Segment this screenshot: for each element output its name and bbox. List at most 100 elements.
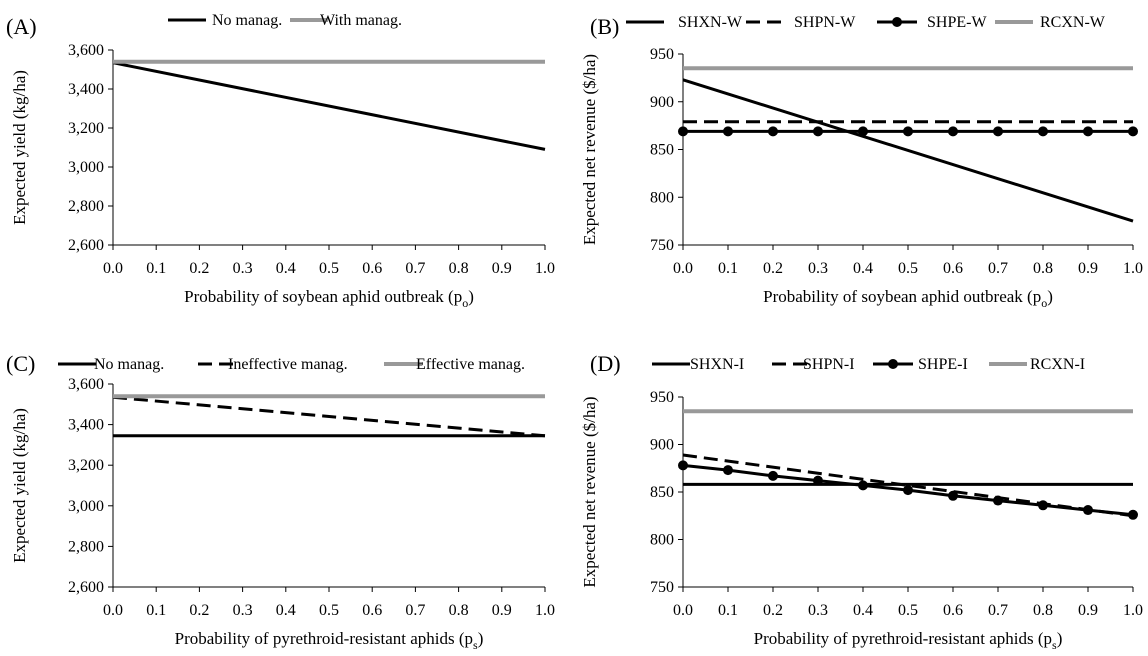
panel-b-series-shxn-w-legend-label: SHXN-W — [678, 14, 743, 31]
panel-d-y-tick-label: 850 — [650, 484, 674, 501]
panel-b-series-shpn-w-legend-label: SHPN-W — [794, 14, 856, 31]
panel-a-y-tick-label: 3,000 — [68, 159, 104, 176]
panel-b-letter: (B) — [590, 14, 619, 39]
panel-d-y-tick-label: 750 — [650, 579, 674, 596]
panel-c-x-tick-label: 0.3 — [233, 602, 253, 619]
panel-b-x-tick-label: 0.4 — [853, 260, 873, 277]
panel-c-x-tick-label: 1.0 — [535, 602, 555, 619]
panel-d-x-tick-label: 0.4 — [853, 602, 873, 619]
panel-c-y-tick-label: 3,400 — [68, 417, 104, 434]
panel-c-y-tick-label: 3,200 — [68, 457, 104, 474]
panel-c-letter: (C) — [6, 351, 35, 376]
panel-b-x-tick-label: 0.6 — [943, 260, 963, 277]
panel-d-series-shpe-i-point — [993, 495, 1003, 506]
panel-c-x-tick-label: 0.1 — [146, 602, 166, 619]
panel-d-x-tick-label: 0.5 — [898, 602, 918, 619]
panel-b: (B) 750 800 850 900 950 0.0 0.1 0.2 0.3 0.4 0.5 0.6 0… — [580, 14, 1143, 310]
panel-d-series-rcxn-i-legend-label: RCXN-I — [1030, 356, 1085, 373]
panel-b-series-shpe-w-point — [903, 126, 913, 137]
panel-a-y-tick-label: 2,600 — [68, 237, 104, 254]
panel-d-series-shpe-i-legend-marker — [888, 359, 898, 369]
panel-a-y-tick-label: 3,400 — [68, 81, 104, 98]
panel-b-series-shpe-w-point — [993, 126, 1003, 137]
panel-b-y-tick-label: 800 — [650, 189, 674, 206]
panel-d-series-shpe-i-point — [1038, 500, 1048, 511]
panel-d-x-tick-label: 0.7 — [988, 602, 1008, 619]
panel-b-x-tick-label: 0.3 — [808, 260, 828, 277]
panel-b-series-shpe-w-point — [948, 126, 958, 137]
panel-d-series-shpe-i-point — [858, 480, 868, 491]
panel-c: (C) 2,600 2,800 3,000 3,200 3,400 3,600 0.0 0.1 0… — [6, 351, 555, 652]
panel-b-series-shpe-w-point — [1128, 126, 1138, 137]
panel-a-x-tick-label: 0.6 — [362, 260, 382, 277]
panel-b-series-rcxn-w-legend-label: RCXN-W — [1040, 14, 1106, 31]
panel-c-x-tick-label: 0.5 — [319, 602, 339, 619]
panel-d-series-shpe-i-point — [768, 470, 778, 481]
panel-b-series-shpe-w-point — [678, 126, 688, 137]
panel-c-x-axis-title: Probability of pyrethroid-resistant aphi… — [175, 629, 484, 651]
panel-b-y-tick-label: 750 — [650, 237, 674, 254]
panel-a-x-tick-label: 0.4 — [276, 260, 296, 277]
panel-c-y-tick-label: 3,000 — [68, 498, 104, 515]
panel-a-x-tick-label: 0.0 — [103, 260, 123, 277]
panel-c-x-tick-label: 0.7 — [405, 602, 425, 619]
panel-b-series-shpe-w-legend-marker — [892, 17, 902, 27]
panel-d-y-tick-label: 950 — [650, 389, 674, 406]
panel-b-series-shpe-w-legend-label: SHPE-W — [927, 14, 987, 31]
panel-a-x-tick-label: 0.2 — [189, 260, 209, 277]
panel-b-x-tick-label: 1.0 — [1123, 260, 1143, 277]
panel-b-x-tick-label: 0.1 — [718, 260, 738, 277]
panel-a-x-tick-label: 0.3 — [233, 260, 253, 277]
panel-a-y-tick-label: 3,200 — [68, 120, 104, 137]
panel-a-x-tick-label: 0.8 — [449, 260, 469, 277]
panel-d-series-shpe-i-point — [903, 485, 913, 496]
panel-b-series-shpe-w-point — [858, 126, 868, 137]
panel-b-series-shxn-w-line — [682, 78, 1134, 223]
panel-d-x-tick-label: 0.9 — [1078, 602, 1098, 619]
panel-a-x-tick-label: 0.5 — [319, 260, 339, 277]
panel-c-y-tick-label: 2,600 — [68, 579, 104, 596]
panel-b-y-tick-label: 900 — [650, 94, 674, 111]
panel-d-series-shpe-i-point — [1128, 509, 1138, 520]
panel-b-series-shpe-w-point — [1038, 126, 1048, 137]
panel-c-x-tick-label: 0.4 — [276, 602, 296, 619]
panel-a-y-tick-label: 3,600 — [68, 42, 104, 59]
panel-c-series-effective-manag-legend-label: Effective manag. — [416, 356, 525, 373]
panel-d-series-shpe-i-point — [813, 475, 823, 486]
panel-c-x-tick-label: 0.2 — [189, 602, 209, 619]
panel-c-x-tick-label: 0.8 — [449, 602, 469, 619]
panel-a-x-tick-label: 0.9 — [492, 260, 512, 277]
panel-b-x-tick-label: 0.7 — [988, 260, 1008, 277]
panel-a-x-tick-label: 0.7 — [405, 260, 425, 277]
panel-b-x-tick-label: 0.5 — [898, 260, 918, 277]
panel-d-series-shpe-i-legend-label: SHPE-I — [918, 356, 968, 373]
panel-a-letter: (A) — [6, 14, 37, 39]
panel-d-x-tick-label: 0.2 — [763, 602, 783, 619]
panel-a-x-axis-title: Probability of soybean aphid outbreak (p… — [184, 287, 474, 310]
panel-d-y-tick-label: 800 — [650, 532, 674, 549]
panel-c-series-no-manag-legend-label: No manag. — [94, 356, 164, 373]
panel-c-series-ineffective-manag-line — [112, 395, 546, 438]
panel-c-y-axis-title: Expected yield (kg/ha) — [10, 408, 29, 563]
panel-b-series-shpe-w-point — [813, 126, 823, 137]
panel-a-series-with-manag-legend-label: With manag. — [320, 12, 402, 29]
panel-d-x-tick-label: 0.3 — [808, 602, 828, 619]
panel-d-y-tick-label: 900 — [650, 437, 674, 454]
panel-b-y-tick-label: 850 — [650, 142, 674, 159]
panel-c-x-tick-label: 0.0 — [103, 602, 123, 619]
panel-a-y-axis-title: Expected yield (kg/ha) — [10, 70, 29, 225]
panel-d-series-shxn-i-legend-label: SHXN-I — [690, 356, 744, 373]
panel-b-x-axis-title: Probability of soybean aphid outbreak (p… — [763, 287, 1053, 310]
panel-d-series-shpe-i-point — [948, 490, 958, 501]
panel-d-x-tick-label: 0.0 — [673, 602, 693, 619]
panel-d-x-axis-title: Probability of pyrethroid-resistant aphi… — [754, 629, 1063, 651]
panel-d-x-tick-label: 0.8 — [1033, 602, 1053, 619]
panel-b-y-tick-label: 950 — [650, 46, 674, 63]
panel-b-series-shpe-w-point — [1083, 126, 1093, 137]
panel-d-x-tick-label: 1.0 — [1123, 602, 1143, 619]
panel-d-y-axis-title: Expected net revenue ($/ha) — [580, 396, 599, 587]
panel-d-series-shpn-i-legend-label: SHPN-I — [803, 356, 855, 373]
panel-b-x-tick-label: 0.2 — [763, 260, 783, 277]
panel-b-y-axis-title: Expected net revenue ($/ha) — [580, 54, 599, 245]
